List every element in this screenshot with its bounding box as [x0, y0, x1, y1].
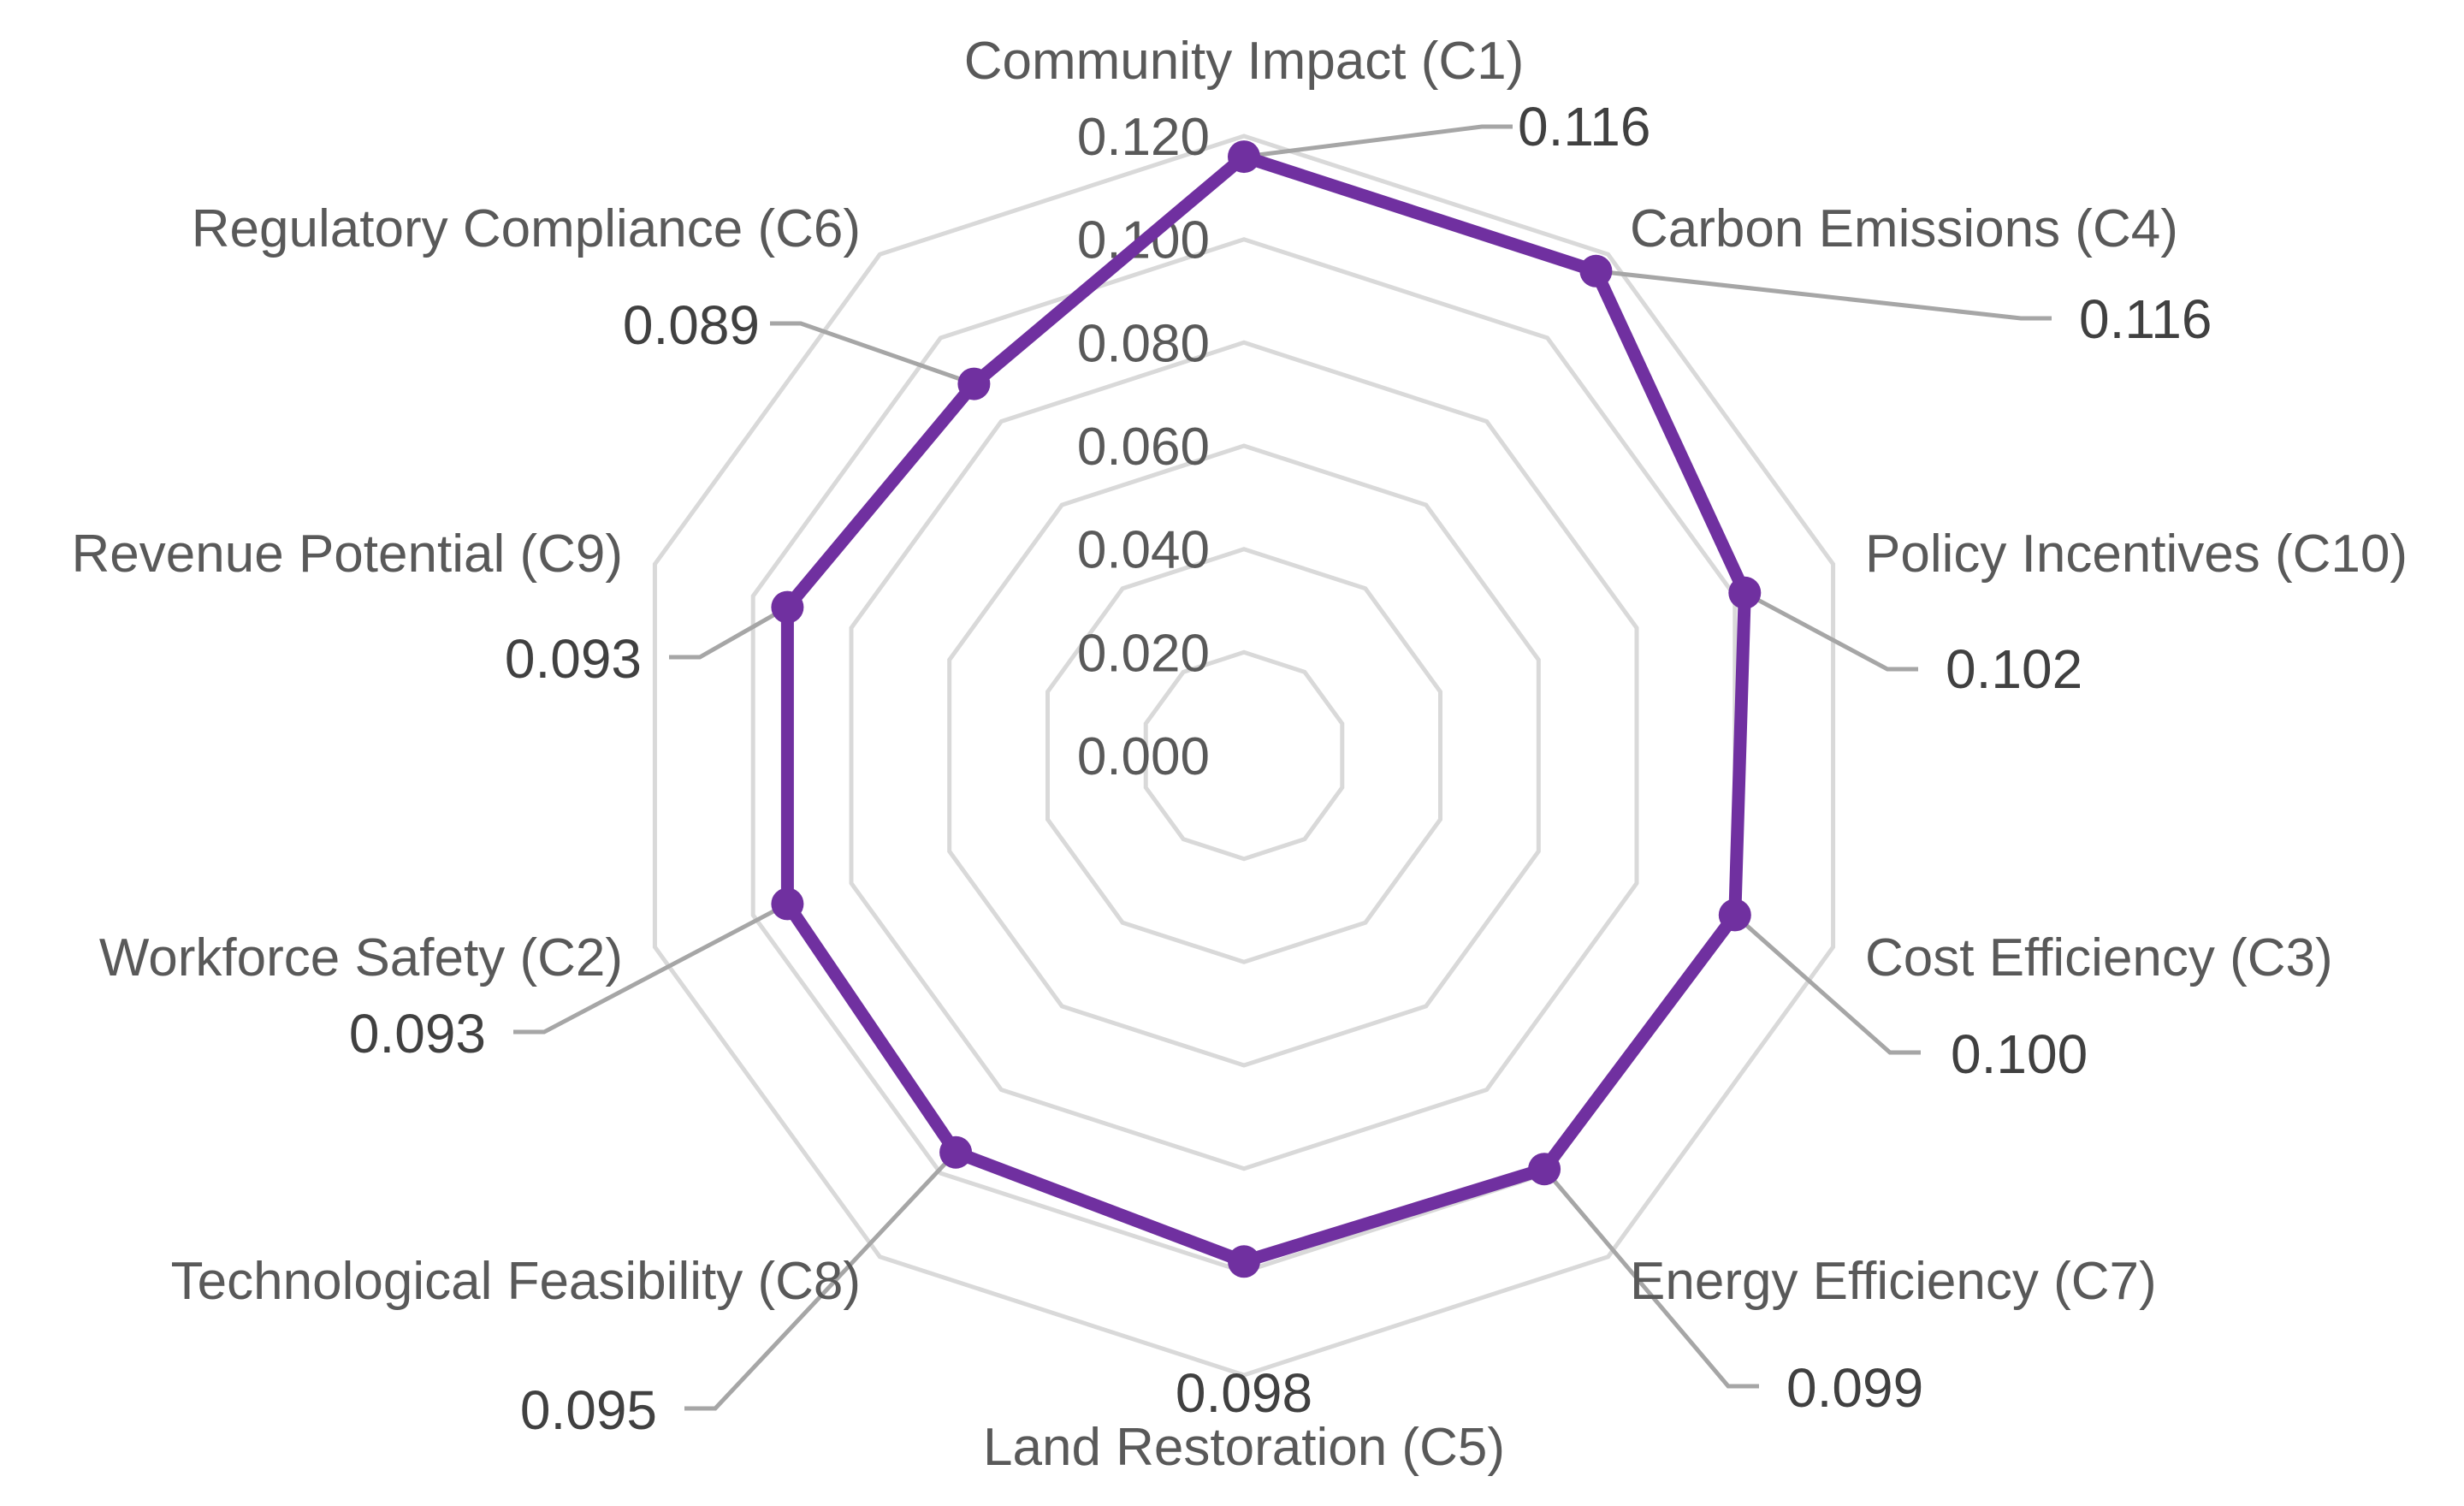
category-label: Carbon Emissions (C4): [1630, 199, 2178, 258]
data-point-marker: [1528, 1153, 1561, 1186]
data-label: 0.102: [1946, 638, 2082, 700]
category-label: Regulatory Compliance (C6): [192, 199, 861, 258]
radial-tick-label: 0.060: [1077, 418, 1210, 477]
leader-line: [770, 321, 975, 386]
data-point-marker: [957, 367, 991, 400]
grid-ring: [1143, 649, 1345, 862]
data-label: 0.095: [520, 1379, 657, 1441]
radar-grid: [652, 133, 1836, 1378]
data-label: 0.099: [1786, 1357, 1923, 1419]
radial-tick-label: 0.080: [1077, 314, 1210, 373]
leader-line: [1733, 913, 1921, 1055]
data-label: 0.093: [505, 628, 642, 690]
data-point-marker: [1228, 1245, 1260, 1278]
leader-lines: [513, 124, 2052, 1411]
leader-line: [1744, 590, 1918, 672]
data-point-marker: [1728, 576, 1762, 609]
data-label: 0.116: [1518, 96, 1650, 157]
data-point-marker: [1579, 254, 1613, 288]
data-label: 0.093: [349, 1003, 486, 1064]
category-label: Technological Feasibility (C8): [171, 1252, 861, 1311]
grid-ring: [849, 340, 1639, 1171]
category-label: Community Impact (C1): [964, 32, 1525, 91]
data-point-marker: [771, 590, 804, 624]
category-label: Land Restoration (C5): [983, 1418, 1505, 1477]
series-weight: [771, 140, 1762, 1278]
data-point-marker: [1718, 898, 1751, 932]
leader-line: [669, 605, 789, 660]
data-label: 0.100: [1951, 1023, 2088, 1085]
category-label: Workforce Safety (C2): [99, 928, 623, 987]
grid-ring: [652, 133, 1836, 1378]
data-labels: 0.116 0.116 0.102 0.100 0.099 0.098 0.09…: [349, 96, 2212, 1441]
grid-ring: [1045, 547, 1442, 964]
category-labels: Community Impact (C1) Carbon Emissions (…: [72, 32, 2408, 1477]
series-line: [780, 150, 1751, 1268]
category-label: Revenue Potential (C9): [72, 525, 623, 584]
leader-line: [513, 902, 789, 1035]
leader-line: [1243, 124, 1513, 159]
data-point-marker: [939, 1135, 973, 1169]
data-label: 0.098: [1176, 1362, 1312, 1424]
data-label: 0.116: [2079, 288, 2212, 350]
radial-tick-label: 0.120: [1077, 108, 1210, 167]
category-label: Policy Incentives (C10): [1865, 525, 2408, 584]
data-point-marker: [1228, 140, 1260, 174]
data-point-marker: [771, 887, 804, 921]
leader-line: [1543, 1167, 1759, 1389]
grid-ring: [947, 443, 1541, 1068]
category-label: Energy Efficiency (C7): [1630, 1252, 2157, 1311]
radial-tick-label: 0.040: [1077, 521, 1210, 580]
data-label: 0.089: [623, 294, 760, 356]
radial-tick-labels: 0.000 0.020 0.040 0.060 0.080 0.100 0.12…: [1077, 108, 1210, 786]
radial-tick-label: 0.020: [1077, 624, 1210, 683]
leader-line: [684, 1150, 957, 1411]
category-label: Cost Efficiency (C3): [1865, 928, 2333, 987]
leader-line: [1596, 269, 2052, 321]
radial-tick-label: 0.000: [1077, 727, 1210, 786]
